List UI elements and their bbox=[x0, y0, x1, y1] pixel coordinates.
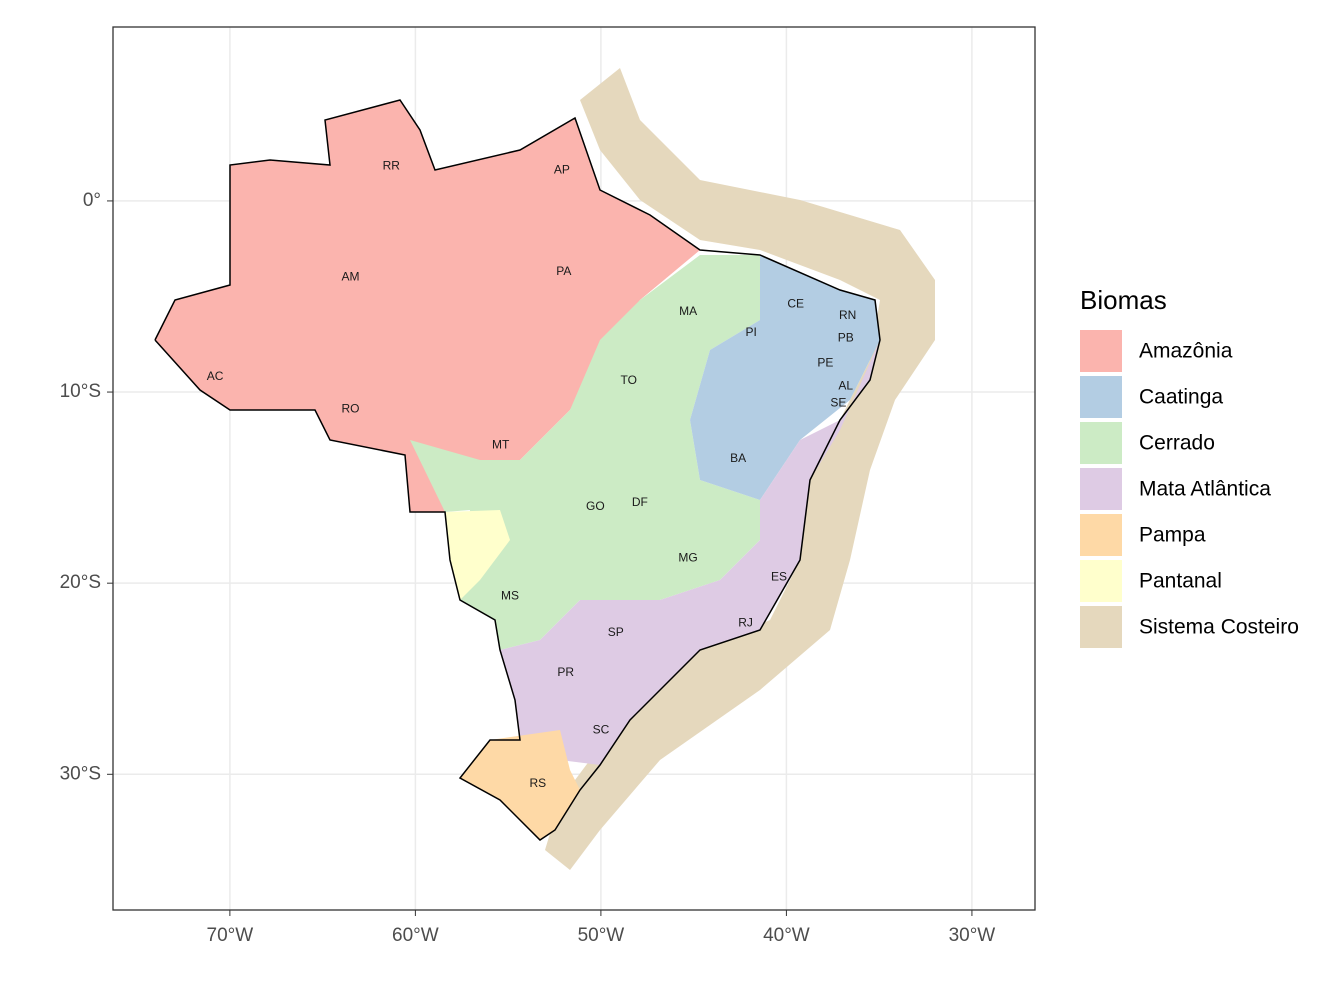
state-label: CE bbox=[787, 296, 804, 310]
biome-area bbox=[460, 730, 580, 840]
legend-title: Biomas bbox=[1080, 285, 1167, 315]
state-label: PB bbox=[838, 331, 854, 345]
y-tick-label: 0° bbox=[83, 190, 101, 211]
legend-label: Sistema Costeiro bbox=[1139, 616, 1299, 639]
state-label: SC bbox=[593, 723, 610, 737]
y-tick-label: 10°S bbox=[60, 381, 101, 402]
x-tick-label: 60°W bbox=[392, 925, 439, 946]
biome-area bbox=[545, 68, 935, 870]
biome-area bbox=[690, 255, 880, 500]
x-tick-label: 30°W bbox=[949, 925, 996, 946]
legend: Biomas Amazônia Caatinga Cerrado Mata Atlân… bbox=[1080, 285, 1299, 648]
state-label: RR bbox=[383, 159, 401, 173]
state-label: PI bbox=[745, 325, 756, 339]
x-tick-label: 70°W bbox=[207, 925, 254, 946]
legend-key bbox=[1080, 376, 1122, 418]
legend-label: Pampa bbox=[1139, 524, 1206, 547]
legend-key bbox=[1080, 606, 1122, 648]
legend-key bbox=[1080, 422, 1122, 464]
legend-key bbox=[1080, 560, 1122, 602]
legend-key bbox=[1080, 468, 1122, 510]
state-label: MT bbox=[492, 438, 510, 452]
axes: 70°W 60°W 50°W 40°W 30°W 0° 10°S 20°S 30°S bbox=[60, 190, 996, 946]
state-label: MA bbox=[679, 304, 697, 318]
state-label: MG bbox=[678, 551, 697, 565]
legend-label: Amazônia bbox=[1139, 340, 1233, 363]
y-tick-label: 20°S bbox=[60, 572, 101, 593]
country-outline bbox=[154, 99, 881, 841]
state-label: ES bbox=[771, 570, 787, 584]
state-label: GO bbox=[586, 499, 605, 513]
state-label: DF bbox=[632, 495, 648, 509]
biomes bbox=[154, 68, 935, 870]
state-label: SP bbox=[608, 625, 624, 639]
state-label: RJ bbox=[738, 615, 753, 629]
legend-label: Mata Atlântica bbox=[1139, 478, 1271, 501]
legend-label: Cerrado bbox=[1139, 432, 1215, 455]
state-label: TO bbox=[620, 373, 636, 387]
legend-label: Pantanal bbox=[1139, 570, 1222, 593]
y-tick-label: 30°S bbox=[60, 763, 101, 784]
state-label: RN bbox=[839, 308, 856, 322]
biome-area bbox=[445, 510, 510, 600]
state-label: AM bbox=[341, 270, 359, 284]
legend-label: Caatinga bbox=[1139, 386, 1223, 409]
biome-area bbox=[490, 340, 880, 765]
state-label: RS bbox=[529, 776, 546, 790]
state-label: PE bbox=[817, 356, 833, 370]
x-tick-label: 50°W bbox=[578, 925, 625, 946]
legend-key bbox=[1080, 330, 1122, 372]
panel-border bbox=[112, 26, 1036, 911]
legend-key bbox=[1080, 514, 1122, 556]
state-label: PR bbox=[557, 665, 574, 679]
state-label: PA bbox=[556, 264, 571, 278]
state-label: RO bbox=[341, 401, 359, 415]
state-label: BA bbox=[730, 451, 746, 465]
state-label: SE bbox=[830, 396, 846, 410]
state-label: AP bbox=[554, 163, 570, 177]
state-labels: RR AP AM PA MA CE RN PB PI PE AL SE AC TO RO MT BA DF GO MG… bbox=[207, 159, 857, 790]
biome-area bbox=[155, 100, 700, 512]
state-label: AL bbox=[838, 378, 853, 392]
state-label: MS bbox=[501, 589, 519, 603]
x-tick-label: 40°W bbox=[763, 925, 810, 946]
state-label: AC bbox=[207, 369, 224, 383]
